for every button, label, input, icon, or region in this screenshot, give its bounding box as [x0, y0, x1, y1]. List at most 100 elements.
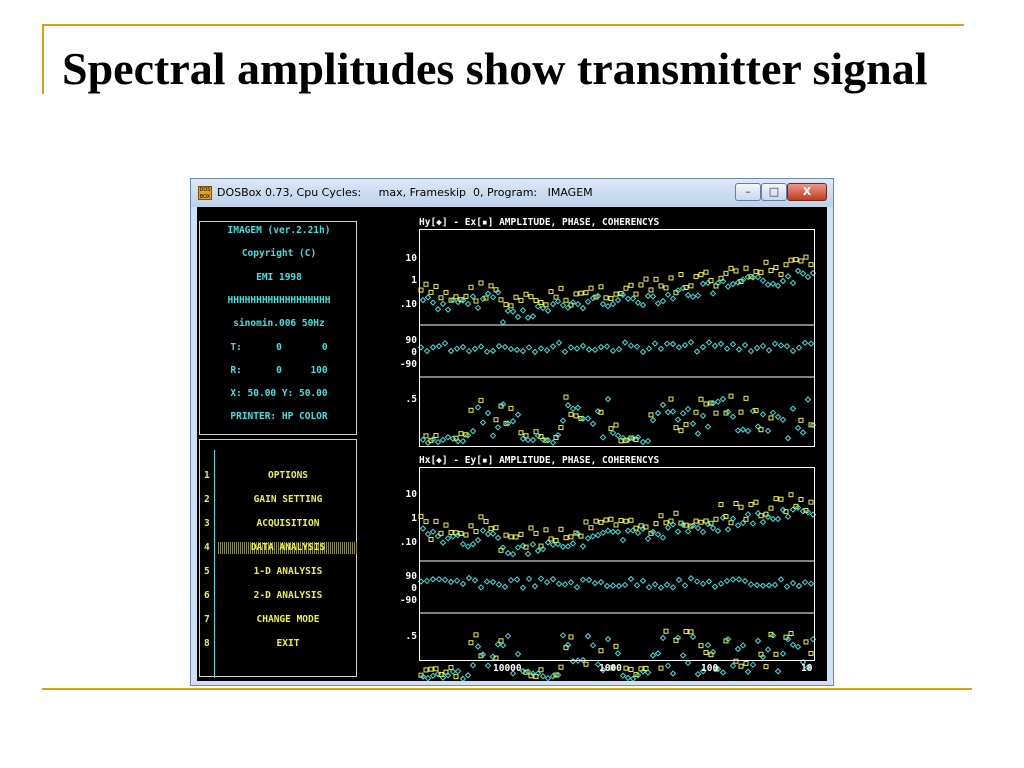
data-point-square — [438, 530, 444, 536]
data-point-square — [668, 275, 674, 281]
data-point-square — [558, 664, 564, 670]
data-point-square — [728, 520, 734, 526]
data-point-diamond — [694, 292, 702, 299]
data-point-square — [598, 648, 604, 654]
data-point-square — [668, 518, 674, 524]
data-point-diamond — [684, 528, 692, 535]
data-point-diamond — [589, 295, 597, 302]
data-point-square — [518, 531, 524, 537]
data-point-square — [618, 518, 624, 524]
data-point-diamond — [489, 347, 497, 355]
data-point-diamond — [429, 576, 437, 583]
dosbox-window[interactable]: DOS BOX DOSBox 0.73, Cpu Cycles: max, Fr… — [190, 178, 834, 686]
data-point-square — [808, 422, 814, 428]
menu-item-data-analysis[interactable]: DATA ANALYSIS — [218, 542, 358, 554]
data-point-diamond — [789, 347, 797, 355]
menu-item-gain-setting[interactable]: GAIN SETTING — [253, 494, 323, 505]
data-point-diamond — [555, 580, 563, 587]
data-point-diamond — [471, 345, 479, 352]
data-point-square — [568, 634, 574, 640]
data-point-diamond — [724, 635, 732, 643]
menu-number: 4 — [204, 542, 210, 553]
data-point-diamond — [569, 540, 577, 547]
data-point-diamond — [479, 527, 487, 534]
dos-screen[interactable]: IMAGEM (ver.2.21h) Copyright (C) EMI 199… — [197, 207, 827, 681]
menu-item-acquisition[interactable]: ACQUISITION — [256, 518, 320, 529]
data-point-diamond — [507, 345, 515, 353]
data-point-square — [533, 530, 539, 536]
data-point-diamond — [705, 339, 713, 346]
minimize-button[interactable]: – — [735, 183, 761, 201]
data-point-diamond — [719, 669, 727, 676]
data-point-diamond — [549, 575, 557, 583]
data-point-square — [623, 437, 629, 443]
data-point-diamond — [609, 582, 617, 589]
data-point-square — [453, 294, 459, 300]
window-titlebar[interactable]: DOS BOX DOSBox 0.73, Cpu Cycles: max, Fr… — [191, 179, 833, 207]
data-point-diamond — [483, 578, 491, 585]
data-point-square — [528, 525, 534, 531]
data-point-diamond — [469, 662, 477, 669]
menu-item-2d-analysis[interactable]: 2-D ANALYSIS — [253, 590, 323, 601]
data-point-diamond — [524, 668, 532, 675]
data-point-diamond — [624, 527, 632, 534]
data-point-square — [538, 299, 544, 305]
data-point-diamond — [759, 653, 767, 661]
menu-item-options[interactable]: OPTIONS — [267, 470, 309, 481]
data-point-diamond — [663, 581, 671, 588]
dosbox-app-icon[interactable]: DOS BOX — [198, 186, 212, 200]
data-point-diamond — [749, 520, 757, 527]
data-point-diamond — [439, 300, 447, 307]
data-point-square — [698, 396, 704, 402]
data-point-diamond — [429, 436, 437, 443]
data-point-square — [723, 270, 729, 276]
data-point-diamond — [579, 415, 587, 422]
menu-item-exit[interactable]: EXIT — [276, 638, 300, 649]
data-point-square — [433, 432, 439, 438]
data-point-diamond — [561, 348, 569, 355]
data-point-square — [758, 513, 764, 519]
data-point-square — [658, 665, 664, 671]
data-point-square — [683, 522, 689, 528]
data-point-square — [438, 295, 444, 301]
data-point-diamond — [614, 432, 622, 439]
menu-number: 7 — [204, 614, 210, 625]
data-point-square — [703, 269, 709, 275]
data-point-square — [518, 297, 524, 303]
close-button[interactable]: X — [787, 183, 827, 201]
data-point-diamond — [609, 347, 617, 355]
data-point-square — [538, 667, 544, 673]
data-point-square — [553, 672, 559, 678]
menu-item-change-mode[interactable]: CHANGE MODE — [256, 614, 320, 625]
data-point-diamond — [729, 413, 737, 420]
data-point-square — [758, 269, 764, 275]
info-company: EMI 1998 — [256, 272, 302, 283]
data-point-square — [563, 535, 569, 541]
menu-item-1d-analysis[interactable]: 1-D ANALYSIS — [253, 566, 323, 577]
data-point-square — [778, 496, 784, 502]
bottom-amp-label-10: 10 — [405, 489, 417, 500]
data-point-diamond — [514, 411, 522, 418]
data-point-diamond — [723, 345, 731, 352]
data-point-square — [703, 649, 709, 655]
data-point-diamond — [579, 342, 587, 350]
data-point-diamond — [489, 530, 497, 537]
data-point-square — [458, 431, 464, 437]
data-point-diamond — [531, 348, 539, 356]
data-point-square — [743, 265, 749, 271]
info-t-values: T: 0 0 — [230, 342, 328, 353]
data-point-diamond — [621, 581, 629, 589]
data-point-diamond — [679, 652, 687, 659]
maximize-button[interactable]: □ — [761, 183, 787, 201]
data-point-square — [543, 437, 549, 443]
data-point-square — [583, 290, 589, 296]
data-point-diamond — [779, 277, 787, 285]
data-point-diamond — [749, 661, 757, 668]
data-point-diamond — [759, 518, 767, 526]
data-point-diamond — [629, 675, 637, 681]
data-point-diamond — [609, 429, 617, 437]
data-point-square — [578, 415, 584, 421]
data-point-square — [808, 262, 814, 268]
data-point-diamond — [753, 344, 761, 352]
data-point-square — [593, 518, 599, 524]
